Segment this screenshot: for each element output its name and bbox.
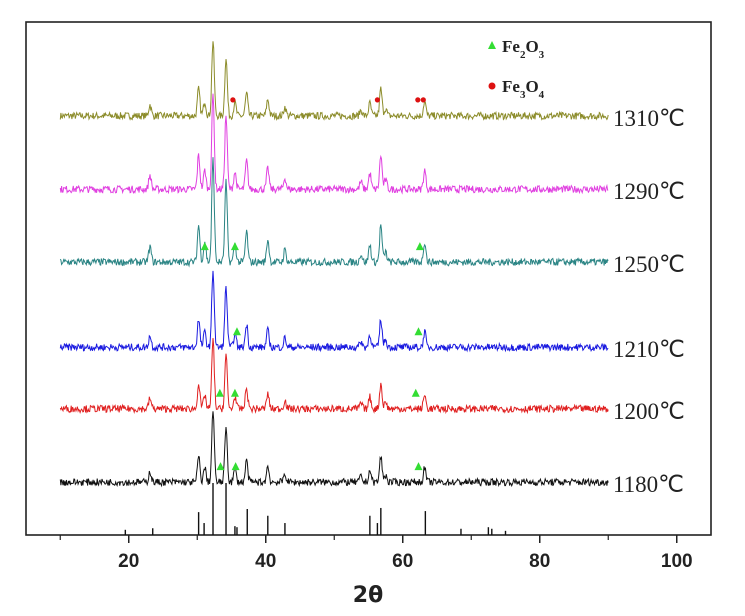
series-line (59, 270, 609, 353)
series-label: 1310℃ (613, 106, 685, 131)
legend-label: Fe3O4 (502, 77, 545, 101)
series-line (59, 338, 609, 415)
series-line (59, 411, 609, 488)
fe3o4-marker (415, 97, 421, 103)
fe2o3-marker (200, 242, 209, 251)
plot-frame (25, 21, 712, 536)
series-label: 1200℃ (613, 399, 685, 424)
legend-label: Fe2O3 (502, 37, 545, 61)
x-tick-label: 20 (118, 551, 139, 572)
fe3o4-marker (374, 97, 381, 103)
series-line (59, 93, 609, 195)
fe2o3-marker (415, 242, 424, 251)
fe2o3-marker (232, 327, 241, 336)
x-tick-label: 60 (392, 551, 413, 572)
fe2o3-marker (414, 327, 423, 336)
series-label: 1210℃ (613, 337, 685, 362)
fe2o3-marker (231, 462, 240, 471)
fe2o3-marker (414, 462, 423, 471)
fe2o3-marker (216, 462, 225, 471)
fe2o3-marker (411, 388, 420, 397)
fe2o3-marker (230, 242, 239, 251)
legend-triangle-icon (488, 41, 496, 49)
legend-circle-icon (488, 82, 496, 90)
x-tick-label: 80 (529, 551, 550, 572)
fe2o3-marker (230, 388, 239, 397)
fe3o4-marker (420, 97, 426, 103)
series-line (59, 157, 609, 268)
series-label: 1180℃ (613, 472, 684, 497)
x-tick-label: 100 (661, 551, 693, 572)
fe2o3-marker (215, 388, 224, 397)
series-label: 1250℃ (613, 252, 685, 277)
fe3o4-marker (230, 97, 236, 103)
series-label: 1290℃ (613, 179, 685, 204)
x-axis-label: 2θ (353, 583, 383, 608)
x-tick-label: 40 (255, 551, 276, 572)
series-line (59, 41, 609, 121)
